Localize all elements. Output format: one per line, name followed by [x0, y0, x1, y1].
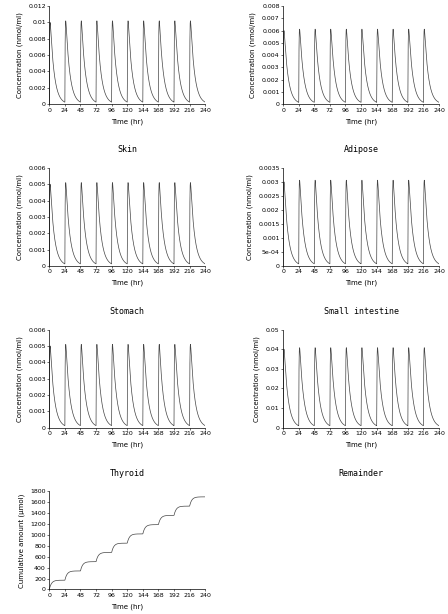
X-axis label: Time (hr): Time (hr)	[111, 441, 143, 448]
X-axis label: Time (hr): Time (hr)	[111, 604, 143, 610]
Y-axis label: Cumulative amount (μmol): Cumulative amount (μmol)	[18, 493, 25, 588]
Y-axis label: Concentration (nmol/ml): Concentration (nmol/ml)	[16, 336, 23, 422]
Y-axis label: Concentration (nmol/ml): Concentration (nmol/ml)	[16, 12, 23, 98]
Text: Skin: Skin	[117, 146, 137, 154]
Text: Thyroid: Thyroid	[110, 469, 145, 478]
Y-axis label: Concentration (nmol/ml): Concentration (nmol/ml)	[250, 12, 257, 98]
Text: Remainder: Remainder	[339, 469, 383, 478]
X-axis label: Time (hr): Time (hr)	[345, 441, 377, 448]
Y-axis label: Concentration (nmol/ml): Concentration (nmol/ml)	[16, 174, 23, 260]
Y-axis label: Concentration (nmol/ml): Concentration (nmol/ml)	[246, 174, 253, 260]
X-axis label: Time (hr): Time (hr)	[111, 119, 143, 125]
X-axis label: Time (hr): Time (hr)	[111, 280, 143, 287]
Y-axis label: Concentration (nmol/ml): Concentration (nmol/ml)	[254, 336, 260, 422]
X-axis label: Time (hr): Time (hr)	[345, 280, 377, 287]
Text: Small intestine: Small intestine	[323, 307, 399, 316]
Text: Stomach: Stomach	[110, 307, 145, 316]
X-axis label: Time (hr): Time (hr)	[345, 119, 377, 125]
Text: Adipose: Adipose	[344, 146, 379, 154]
